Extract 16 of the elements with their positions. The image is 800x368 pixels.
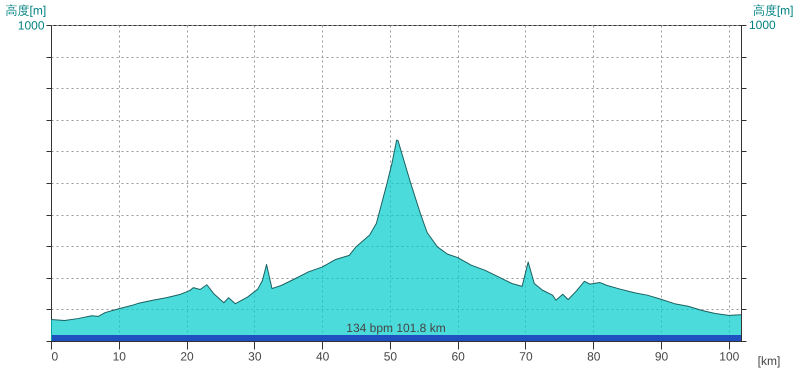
text: 1000 (749, 18, 776, 32)
x-tick-label: 0 (52, 350, 58, 364)
x-tick-label: 70 (519, 350, 533, 364)
y-axis-title: 高度[m] (6, 4, 46, 18)
x-tick-label: 80 (587, 350, 601, 364)
x-axis-title: [km] (758, 354, 780, 368)
x-tick-label: 20 (180, 350, 194, 364)
x-tick-label: 100 (719, 350, 740, 364)
x-tick-label: 10 (112, 350, 126, 364)
x-tick-label: 30 (248, 350, 262, 364)
x-tick-label: 40 (316, 350, 330, 364)
x-tick-label: 90 (654, 350, 669, 364)
y2-axis-title: 高度[m] (752, 4, 794, 18)
x-tick-label: 50 (384, 350, 398, 364)
x-tick-label: 60 (452, 350, 466, 364)
annotation: 134 bpm 101.8 km (346, 321, 446, 335)
